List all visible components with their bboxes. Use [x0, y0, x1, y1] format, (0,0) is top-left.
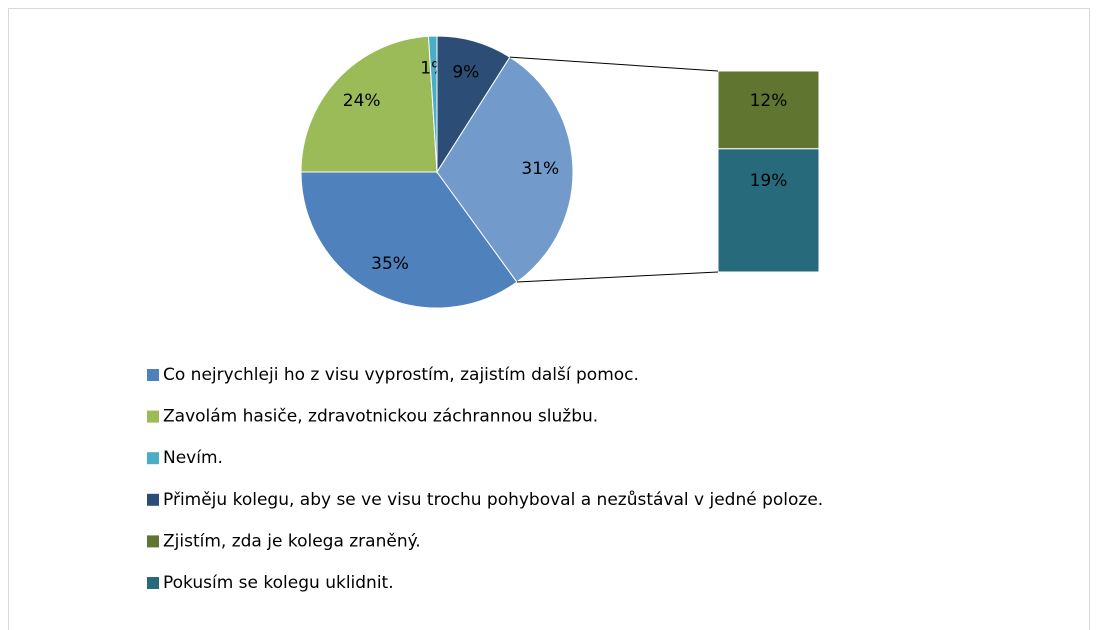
connector-line: [509, 56, 719, 72]
data-label: 12%: [750, 91, 788, 111]
legend-label: Zavolám hasiče, zdravotnickou záchrannou…: [163, 407, 598, 427]
legend-label: Co nejrychleji ho z visu vyprostím, zaji…: [163, 365, 639, 385]
pie-slice: [436, 56, 574, 283]
bar-segment: [717, 148, 820, 273]
data-label: 9%: [452, 63, 479, 83]
legend-swatch: [147, 369, 159, 381]
legend-swatch: [147, 410, 159, 423]
pie-slice: [300, 35, 438, 173]
legend-swatch: [147, 493, 159, 506]
legend-label: Zjistím, zda je kolega zraněný.: [163, 531, 421, 551]
legend-swatch: [147, 577, 159, 589]
connector-line: [516, 271, 719, 283]
legend-label: Nevím.: [163, 448, 223, 468]
legend-label: Pokusím se kolegu uklidnit.: [163, 573, 394, 593]
bar-segment: [717, 70, 820, 150]
legend-label: Přiměju kolegu, aby se ve visu trochu po…: [163, 490, 823, 510]
pie-slice: [300, 171, 518, 309]
data-label: 31%: [521, 159, 559, 179]
data-label: 19%: [750, 171, 788, 191]
legend-swatch: [147, 452, 159, 465]
data-label: 35%: [371, 254, 409, 274]
data-label: 24%: [343, 91, 381, 111]
legend-swatch: [147, 535, 159, 548]
